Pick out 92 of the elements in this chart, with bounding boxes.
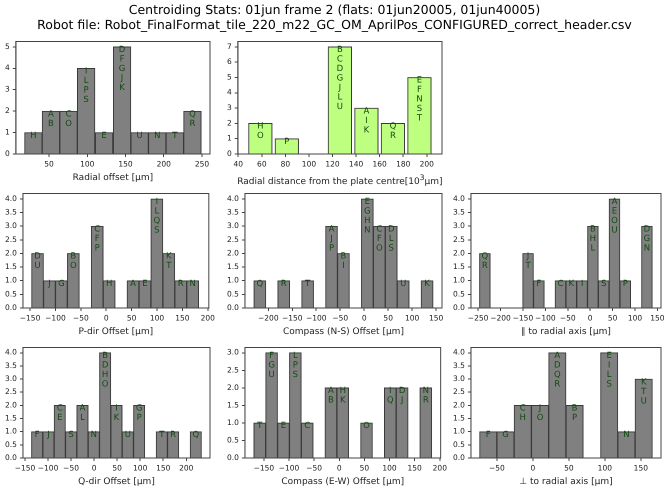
annotation: R	[170, 430, 176, 440]
annotation: A E O U	[611, 197, 618, 236]
annotation: G	[58, 278, 65, 289]
annotation: F	[486, 430, 491, 440]
annotation: B P	[572, 404, 578, 424]
annotation: B I	[340, 252, 347, 272]
annotation: G	[502, 430, 509, 440]
annotation: I L Q S	[154, 197, 161, 236]
annotation: A D Q R	[554, 350, 562, 390]
annotation: A J P	[328, 224, 335, 254]
annotation: F	[536, 278, 542, 289]
annotation: C E	[56, 404, 63, 424]
annotation: J	[46, 430, 50, 440]
annotation: L P S	[292, 350, 298, 380]
annotation: N	[154, 130, 160, 141]
annotation: H	[106, 278, 112, 289]
annotation: N	[90, 430, 97, 440]
annotation: I Q	[386, 386, 394, 406]
annotation: U	[124, 430, 131, 440]
annotation: T	[256, 421, 264, 432]
annotation: U	[136, 130, 143, 141]
annotation: U	[400, 278, 406, 289]
annotation: E	[142, 278, 148, 289]
annotation: T	[304, 278, 312, 289]
annotation: Q	[192, 430, 200, 440]
x-axis-title: Radial offset [μm]	[72, 173, 154, 183]
annotation: A L	[80, 404, 86, 424]
annotation: J T	[524, 252, 532, 272]
annotation: C O	[65, 109, 72, 129]
annotation: D U	[34, 252, 42, 272]
annotation: E	[101, 130, 107, 141]
annotation: Q R	[390, 122, 397, 142]
x-axis-title: ⊥ to radial axis [μm]	[519, 477, 613, 487]
annotation: S	[600, 278, 606, 289]
annotation: D F G J K	[118, 45, 126, 94]
annotation: N	[190, 278, 196, 289]
annotation: E F N S T	[416, 76, 423, 124]
annotation: B C D G J L U	[336, 45, 344, 112]
annotation: A	[130, 278, 136, 289]
annotation: C F O	[376, 224, 383, 254]
annotation: A B	[328, 386, 334, 406]
annotation: S	[68, 430, 74, 440]
annotation: Q	[256, 278, 264, 289]
annotation: D J	[398, 386, 406, 406]
annotation: R	[280, 278, 287, 289]
annotation: K	[568, 278, 574, 289]
annotation: Q R	[189, 109, 196, 129]
text: Centroiding Stats: 01jun frame 2 (flats: 01jun20005, 01jun40005)	[128, 2, 542, 17]
annotation: B O	[70, 252, 77, 272]
annotation: T	[171, 130, 178, 141]
annotation: G P	[136, 404, 142, 424]
x-axis-title: Radial distance from the plate centre[10$^{3}$μm]	[237, 173, 443, 187]
annotation: I L P S	[83, 66, 89, 105]
x-axis-title: Compass (E-W) Offset [μm]	[281, 477, 404, 487]
annotation: N	[623, 430, 630, 440]
x-axis-title: P-dir Offset [μm]	[78, 327, 154, 337]
x-axis-title: ∥ to radial axis [μm]	[520, 327, 611, 337]
annotation: K T	[165, 252, 172, 272]
annotation: C	[304, 421, 310, 432]
annotation: P	[622, 278, 628, 289]
annotation: A B	[48, 109, 54, 129]
annotation: N R	[422, 386, 430, 406]
annotation: H O	[256, 122, 264, 142]
annotation: C	[558, 278, 564, 289]
annotation: I K	[114, 404, 120, 424]
annotation: K T U	[640, 377, 648, 406]
annotation: E	[280, 421, 286, 432]
annotation: D L S	[388, 224, 395, 254]
annotation: I	[580, 278, 584, 289]
annotation: C H	[520, 404, 526, 424]
annotation: A I K	[363, 106, 370, 136]
x-axis-title: Compass (N-S) Offset [μm]	[282, 327, 404, 337]
annotation: J	[47, 278, 51, 289]
annotation: F	[34, 430, 40, 440]
annotation: T	[158, 430, 166, 440]
annotation: C F P	[94, 224, 100, 254]
annotation: H	[30, 130, 37, 141]
text: Robot file: Robot_FinalFormat_tile_220_m22_GC_OM_AprilPos_CONFIGURED_correct_header.csv	[36, 17, 633, 32]
x-axis-title: Q-dir Offset [μm]	[78, 477, 155, 487]
annotation: H K	[340, 386, 346, 406]
annotation: F G U	[268, 350, 275, 380]
annotation: P	[284, 136, 290, 147]
annotation: Q R	[481, 252, 488, 272]
annotation: B D H O	[102, 350, 109, 390]
annotation: O	[363, 421, 370, 432]
annotation: R	[178, 278, 184, 289]
annotation: B H L	[590, 224, 596, 254]
annotation: D G N	[644, 224, 651, 254]
annotation: J O	[536, 404, 544, 424]
annotation: E G H N	[364, 197, 371, 236]
annotation: E I L S	[606, 350, 612, 390]
annotation: K	[424, 278, 430, 289]
